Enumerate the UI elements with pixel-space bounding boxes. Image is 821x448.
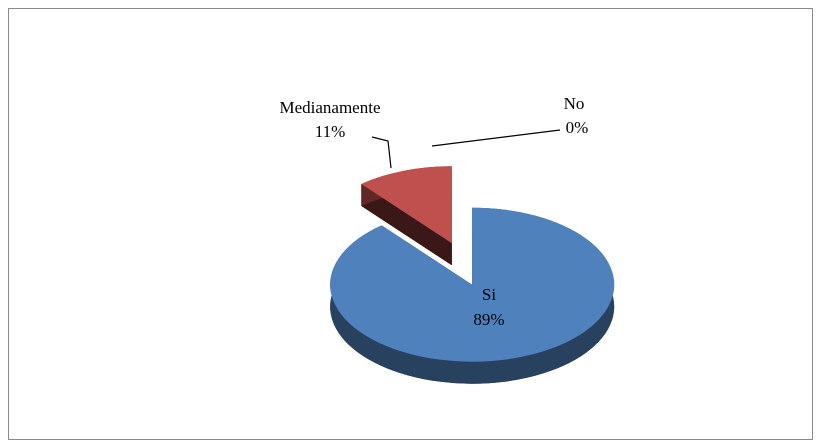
slice-value-label: 89%: [473, 310, 504, 329]
pie-slice: [361, 166, 452, 266]
pie: [330, 166, 615, 384]
slice-value-label: 0%: [566, 118, 589, 137]
pie-slice: [330, 207, 615, 384]
slice-value-label: 11%: [315, 122, 346, 141]
slice-label: Si: [482, 285, 496, 304]
slice-top: [330, 207, 615, 362]
leader-line: [371, 136, 392, 169]
slice-label: Medianamente: [279, 98, 380, 117]
slice-side: [361, 183, 452, 266]
slice-top: [361, 166, 452, 244]
slice-label: No: [564, 94, 585, 113]
leader-line: [431, 129, 561, 147]
